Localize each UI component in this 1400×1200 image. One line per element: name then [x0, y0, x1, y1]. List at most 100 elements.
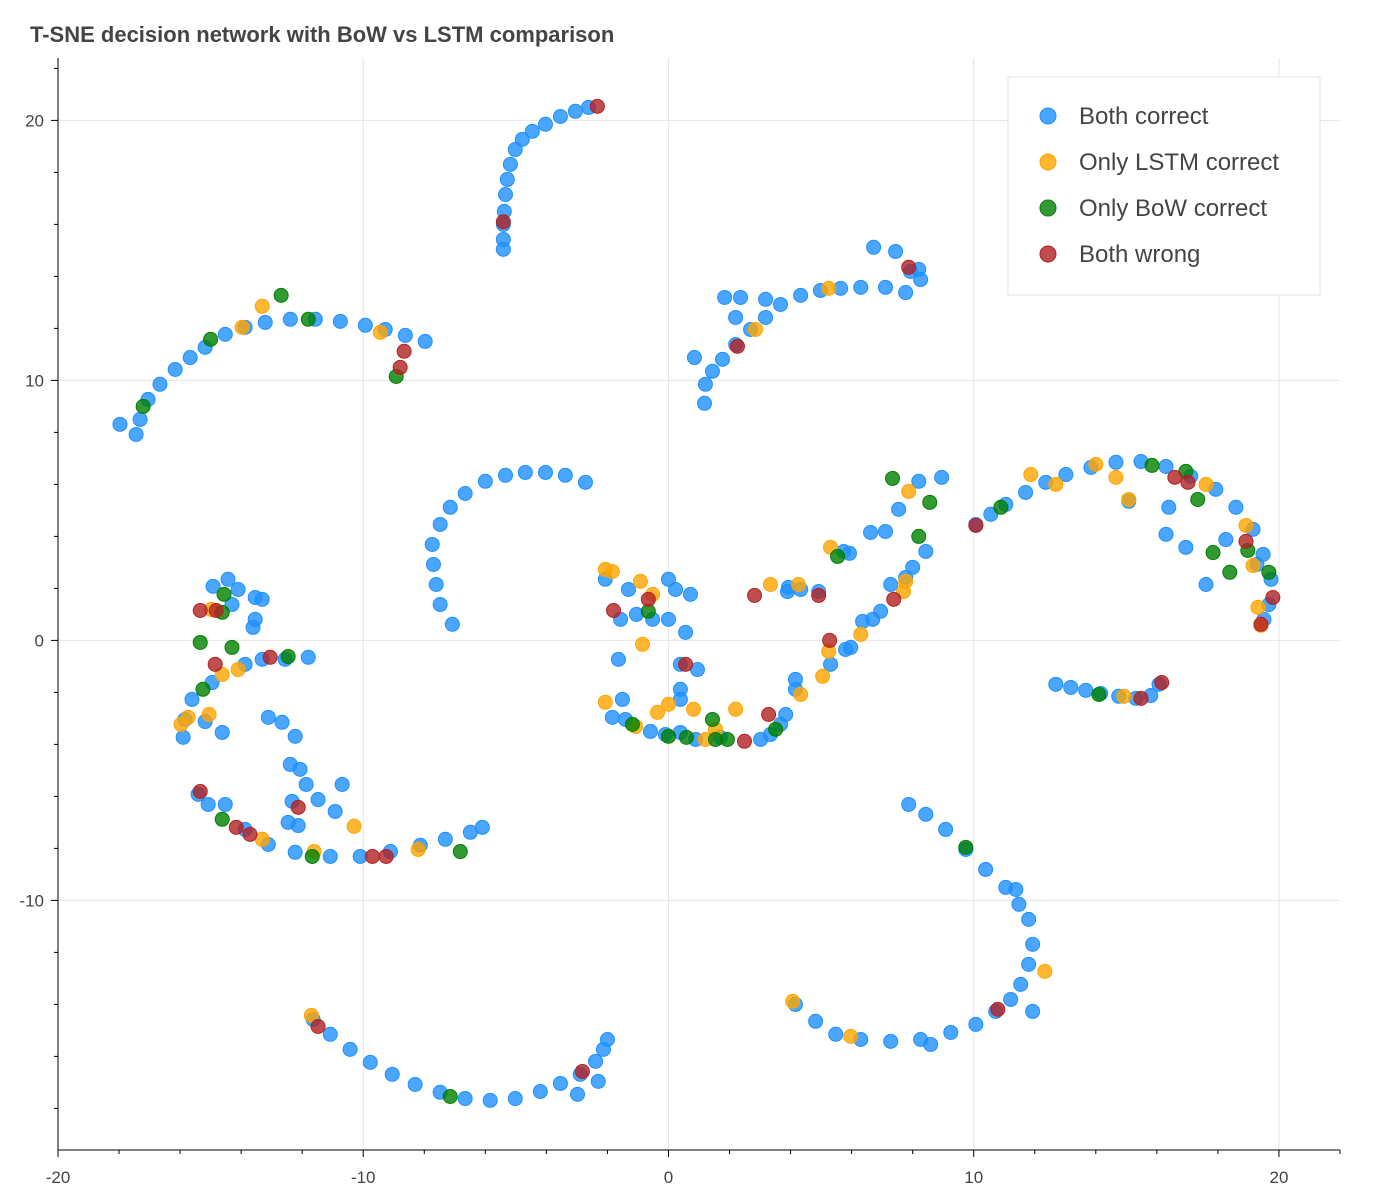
data-point [778, 707, 794, 722]
legend-item[interactable]: Only LSTM correct [1039, 149, 1279, 176]
data-point [214, 724, 230, 740]
legend-label: Only LSTM correct [1079, 149, 1279, 176]
data-point [1161, 499, 1177, 515]
data-point [200, 796, 216, 812]
x-tick-label: 0 [664, 1168, 673, 1187]
legend-item[interactable]: Both correct [1039, 103, 1209, 130]
data-point [242, 826, 258, 842]
data-point [224, 597, 240, 613]
data-point [1190, 491, 1206, 507]
data-point [604, 709, 620, 725]
data-point [901, 483, 917, 499]
data-point [588, 1053, 604, 1069]
data-point [1218, 532, 1234, 548]
x-tick-label: -20 [46, 1168, 71, 1187]
data-point [357, 317, 373, 333]
data-point [532, 1084, 548, 1099]
data-point [502, 156, 518, 172]
data-point [1265, 590, 1281, 605]
data-point [620, 581, 636, 597]
data-point [203, 331, 219, 347]
data-point [192, 634, 208, 650]
data-point [570, 1086, 586, 1102]
data-point [888, 243, 904, 259]
data-point [274, 714, 290, 730]
data-point [811, 587, 827, 603]
data-point [495, 214, 511, 230]
data-point [552, 109, 568, 124]
data-point [1121, 491, 1137, 507]
data-point [442, 1088, 458, 1104]
data-point [728, 309, 744, 325]
data-point [682, 586, 698, 602]
data-point [514, 131, 530, 147]
data-point [733, 289, 749, 305]
data-point [1088, 456, 1104, 472]
data-point [300, 311, 316, 327]
data-point [537, 464, 553, 480]
data-point [195, 681, 211, 697]
data-point [280, 649, 296, 665]
data-point [332, 313, 348, 329]
data-point [843, 1028, 859, 1044]
y-tick-label: 10 [25, 371, 44, 390]
data-point [567, 103, 583, 119]
legend-item[interactable]: Only BoW correct [1039, 195, 1267, 222]
data-point [993, 499, 1009, 515]
data-point [507, 1091, 523, 1107]
data-point [853, 626, 869, 642]
data-point [606, 603, 622, 618]
data-point [1180, 474, 1196, 490]
data-point [182, 350, 198, 366]
data-point [1205, 545, 1221, 561]
legend-label: Only BoW correct [1079, 195, 1267, 222]
data-points [112, 98, 1281, 1108]
legend-marker [1039, 199, 1057, 217]
x-tick-label: 20 [1269, 1168, 1288, 1187]
data-point [968, 1016, 984, 1032]
data-point [1108, 469, 1124, 485]
data-point [230, 662, 246, 678]
data-point [610, 651, 626, 667]
series-only-lstm-correct [173, 280, 1269, 1044]
data-point [791, 577, 807, 592]
data-point [1222, 564, 1238, 580]
data-point [132, 411, 148, 427]
data-point [417, 333, 433, 349]
data-point [686, 350, 702, 366]
data-point [342, 1041, 358, 1057]
data-point [891, 501, 907, 517]
data-point [911, 473, 927, 489]
data-point [457, 1091, 473, 1107]
data-point [214, 811, 230, 827]
series-only-bow-correct [135, 287, 1277, 1104]
data-point [905, 559, 921, 575]
data-point [1058, 467, 1074, 483]
data-point [667, 581, 683, 597]
data-point [1158, 526, 1174, 542]
data-point [990, 1001, 1006, 1017]
data-point [772, 296, 788, 312]
data-point [1021, 911, 1037, 927]
data-point [1238, 517, 1254, 533]
data-point [1154, 675, 1170, 691]
data-point [843, 639, 859, 655]
data-point [135, 398, 151, 414]
data-point [392, 359, 408, 375]
data-point [642, 723, 658, 739]
data-point [327, 803, 343, 819]
data-point [624, 716, 640, 732]
data-point [898, 573, 914, 589]
data-point [482, 1092, 498, 1108]
data-point [978, 861, 994, 877]
legend-item[interactable]: Both wrong [1039, 241, 1200, 268]
data-point [364, 848, 380, 864]
data-point [577, 474, 593, 490]
data-point [310, 1019, 326, 1034]
data-point [830, 548, 846, 564]
data-point [1078, 682, 1094, 698]
data-point [524, 123, 540, 139]
data-point [1008, 881, 1024, 897]
data-point [1091, 686, 1107, 702]
